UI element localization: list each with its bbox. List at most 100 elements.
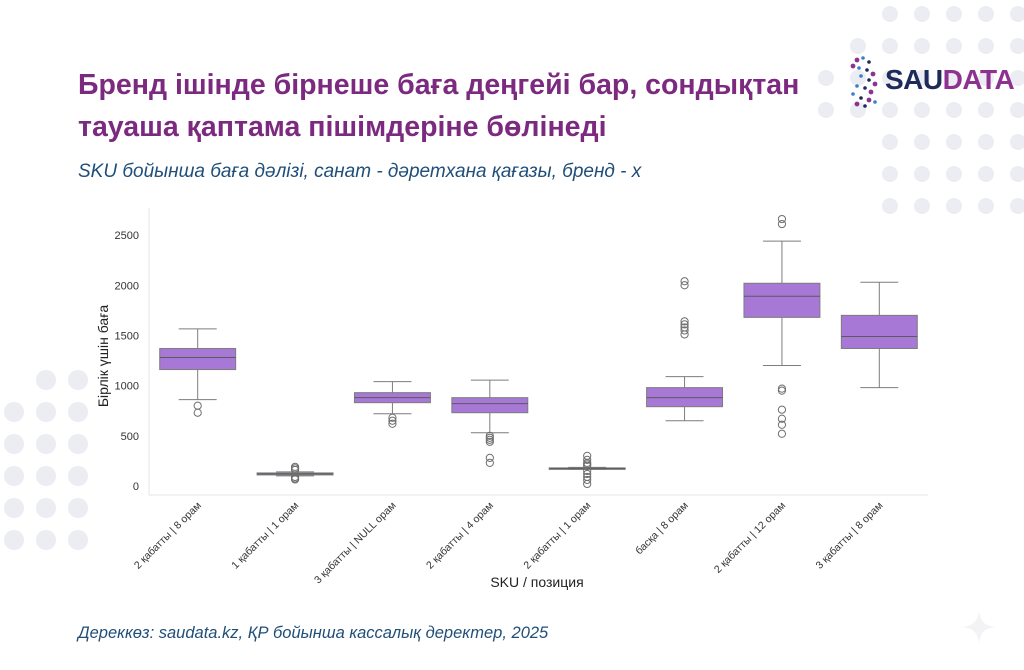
outlier-point [680,281,689,290]
background-dot [818,102,834,118]
background-dot [36,434,56,454]
background-dot [882,134,898,150]
outlier-point [680,277,689,286]
source-note: Дереккөз: saudata.kz, ҚР бойынша кассалы… [78,624,549,642]
background-dot [946,70,962,86]
y-tick-label: 2500 [115,230,139,242]
logo-dot [872,81,878,87]
outlier-point [485,458,494,467]
y-tick-label: 2000 [115,280,139,292]
outlier-point [777,420,787,429]
logo-dot [857,66,861,70]
background-dot [978,6,994,22]
background-dot [1010,6,1024,22]
background-dot [914,70,930,86]
background-dot [1010,102,1024,118]
background-dot [882,166,898,182]
outlier-point [777,386,787,395]
logo-text: SAUDATA [885,64,1015,96]
logo-text-sau: SAU [885,64,943,95]
logo-dot [859,74,863,78]
background-dot [68,466,88,486]
logo-mark-icon [850,56,878,108]
background-dot [4,466,24,486]
background-dot [914,166,930,182]
chart-subtitle: SKU бойынша баға дәлізі, санат - дәретха… [78,161,642,182]
background-dot [946,6,962,22]
x-axis-label: SKU / позиция [490,574,583,590]
outlier-point [193,401,202,410]
background-dot [978,38,994,54]
background-dot [36,498,56,518]
y-tick-label: 1000 [115,381,139,393]
background-dot [4,498,24,518]
background-dot [4,434,24,454]
logo-dot [866,97,872,103]
y-tick-label: 0 [133,481,139,493]
logo-dot [870,71,876,77]
background-dot [4,530,24,550]
logo-dot [854,57,860,63]
x-tick-label: 2 қабатты | 1 орам [521,500,593,572]
outlier-point [388,413,397,422]
box-iqr [159,347,237,371]
logo-text-data: DATA [942,64,1015,95]
background-dot [68,402,88,422]
background-dot [914,134,930,150]
background-dot [68,434,88,454]
logo-dot [865,68,869,72]
logo-dot [867,60,871,64]
background-dot [914,102,930,118]
background-dot [946,198,962,214]
background-dot [978,134,994,150]
background-dot [946,134,962,150]
outlier-point [777,384,787,393]
outlier-point [290,475,300,484]
sparkle-icon [963,611,995,643]
background-dot [1010,166,1024,182]
logo-dot [851,92,855,96]
background-dot [68,370,88,390]
outlier-point [680,330,689,339]
background-dot [914,38,930,54]
background-dot [946,102,962,118]
box-iqr [646,387,724,408]
outlier-point [485,453,494,462]
background-dot [850,70,866,86]
background-dot [68,530,88,550]
outlier-point [777,405,787,414]
x-tick-label: 1 қабатты | 1 орам [229,500,301,572]
outlier-point [680,326,689,335]
logo-dot [863,104,867,108]
logo-dot [868,89,874,95]
background-dot [882,70,898,86]
box-iqr [743,282,821,318]
logo-dot [873,100,877,104]
background-dot [1010,70,1024,86]
outlier-point [680,320,689,329]
y-axis-label: Бірлік үшін баға [95,305,111,407]
outlier-point [583,466,592,476]
background-dot [36,530,56,550]
x-tick-label: 2 қабатты | 4 орам [424,500,496,572]
background-dot [914,198,930,214]
y-tick-label: 500 [121,431,139,443]
outlier-point [388,416,397,425]
outlier-point [388,419,397,428]
outlier-point [485,431,494,440]
x-tick-label: 2 қабатты | 12 орам [712,500,788,576]
box-iqr [840,314,918,349]
outlier-point [777,219,787,229]
outlier-point [583,479,592,489]
logo-dot [859,96,863,100]
outlier-point [485,437,494,446]
background-dot [946,38,962,54]
y-tick-label: 1500 [115,330,139,342]
background-dot [978,102,994,118]
background-dot [36,466,56,486]
outlier-point [485,433,494,442]
x-tick-label: 3 қабатты | NULL орам [312,500,399,587]
logo-dot [861,56,865,60]
